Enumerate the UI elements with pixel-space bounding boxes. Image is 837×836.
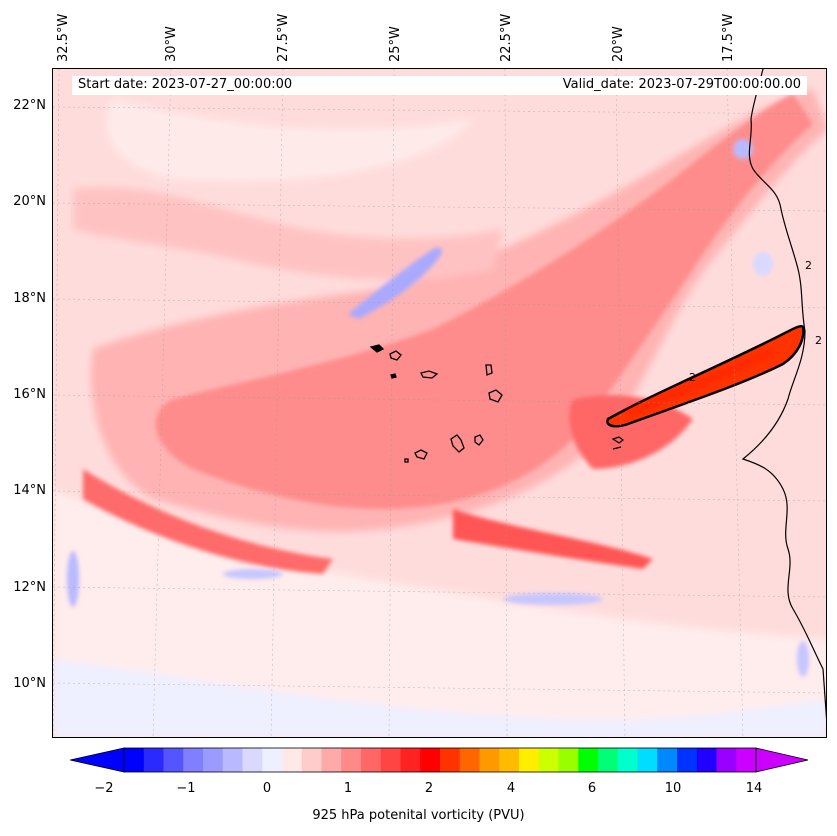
colorbar-swatch (321, 748, 342, 772)
colorbar (70, 747, 809, 773)
colorbar-swatch (420, 748, 441, 772)
lon-label-22-5w: 22.5°W (499, 13, 514, 62)
lon-label-32-5w: 32.5°W (56, 13, 71, 62)
lat-label-12n: 12°N (13, 580, 46, 595)
colorbar-tick-neg1: −1 (176, 781, 196, 796)
colorbar-swatch (301, 748, 322, 772)
colorbar-swatch (696, 748, 717, 772)
colorbar-swatch (677, 748, 698, 772)
colorbar-swatch (519, 748, 540, 772)
colorbar-swatch (578, 748, 599, 772)
lon-label-27-5w: 27.5°W (276, 13, 291, 62)
valid-date-label: Valid_date: 2023-07-29T00:00:00.00 (562, 77, 801, 92)
colorbar-tick-1: 1 (343, 781, 353, 796)
start-date-label: Start date: 2023-07-27_00:00:00 (78, 77, 293, 92)
africa-coastline-north (750, 69, 764, 120)
colorbar-swatch (499, 748, 520, 772)
colorbar-tick-neg2: −2 (94, 781, 114, 796)
colorbar-swatch (183, 748, 204, 772)
colorbar-swatch (637, 748, 658, 772)
pv-strong-band (83, 94, 814, 574)
contour-label-2c: 2 (815, 334, 822, 347)
pv-map: 2 2 2 (53, 69, 826, 737)
colorbar-label: 925 hPa potenital vorticity (PVU) (312, 808, 525, 823)
colorbar-tick-6: 6 (587, 781, 597, 796)
colorbar-swatch (242, 748, 263, 772)
lat-label-16n: 16°N (13, 387, 46, 402)
colorbar-swatch (380, 748, 401, 772)
map-panel: 2 2 2 (52, 68, 827, 738)
colorbar-border (123, 747, 757, 773)
pv-weak-regions (53, 99, 826, 737)
coast-islets (611, 436, 624, 450)
lon-label-30w: 30°W (164, 26, 179, 62)
colorbar-swatch (163, 748, 184, 772)
lat-label-22n: 22°N (13, 98, 46, 113)
africa-coastline (741, 118, 826, 720)
colorbar-swatch (716, 748, 737, 772)
colorbar-swatch (657, 748, 678, 772)
colorbar-swatch (262, 748, 283, 772)
date-info-box: Start date: 2023-07-27_00:00:00 Valid_da… (72, 76, 807, 95)
lon-label-17-5w: 17.5°W (721, 13, 736, 62)
lat-label-14n: 14°N (13, 483, 46, 498)
colorbar-swatch (598, 748, 619, 772)
lat-label-10n: 10°N (13, 676, 46, 691)
lon-label-20w: 20°W (611, 26, 626, 62)
colorbar-swatch (143, 748, 164, 772)
colorbar-swatch (341, 748, 362, 772)
graticule (53, 69, 826, 737)
colorbar-swatch (558, 748, 579, 772)
lat-label-20n: 20°N (13, 194, 46, 209)
pv-core (606, 324, 805, 428)
colorbar-tick-4: 4 (506, 781, 516, 796)
colorbar-swatch (538, 748, 559, 772)
lat-label-18n: 18°N (13, 291, 46, 306)
colorbar-swatch (222, 748, 243, 772)
colorbar-swatch (617, 748, 638, 772)
colorbar-tick-10: 10 (664, 781, 682, 796)
colorbar-over-arrow (755, 747, 809, 773)
lon-label-25w: 25°W (388, 26, 403, 62)
colorbar-swatch (400, 748, 421, 772)
colorbar-tick-14: 14 (745, 781, 763, 796)
colorbar-swatch (440, 748, 461, 772)
contour-label-2: 2 (689, 371, 696, 384)
colorbar-swatch (282, 748, 303, 772)
colorbar-swatch (479, 748, 500, 772)
colorbar-swatch (124, 748, 145, 772)
colorbar-under-arrow (70, 747, 125, 773)
pv-negative-patches (67, 139, 809, 677)
colorbar-tick-0: 0 (262, 781, 272, 796)
colorbar-swatch (459, 748, 480, 772)
colorbar-swatch (361, 748, 382, 772)
cape-verde-islands (369, 344, 503, 463)
contour-label-2b: 2 (805, 259, 812, 272)
colorbar-swatch (203, 748, 224, 772)
colorbar-tick-2: 2 (424, 781, 434, 796)
colorbar-swatch (736, 748, 757, 772)
